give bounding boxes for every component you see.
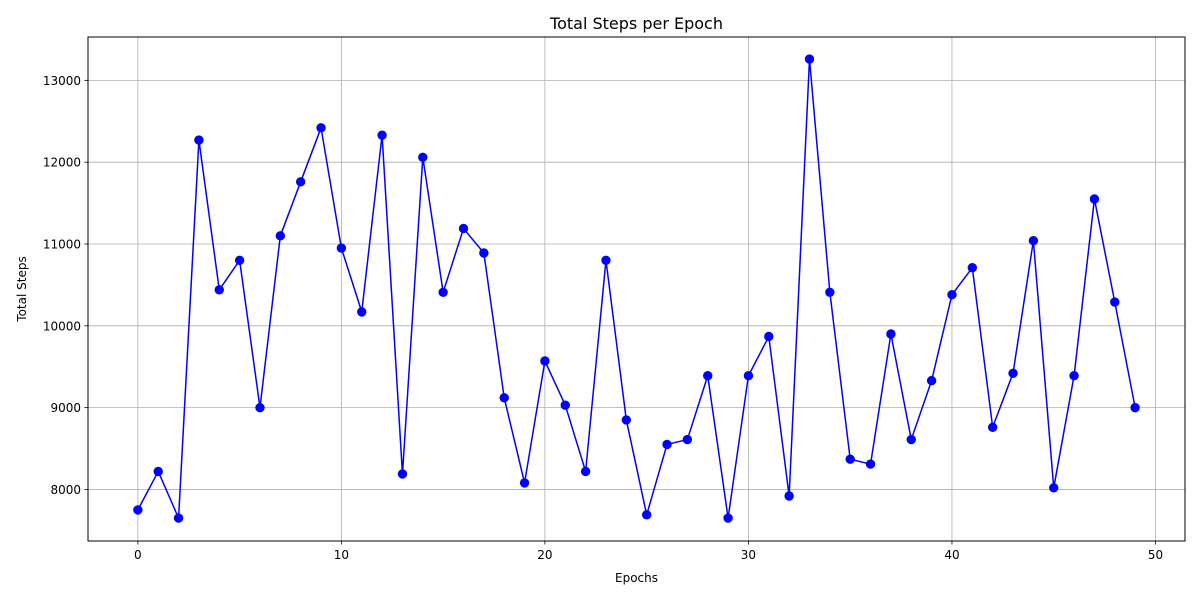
data-point	[438, 287, 448, 297]
data-point	[784, 491, 794, 501]
data-series	[133, 54, 1140, 523]
data-point	[723, 513, 733, 523]
data-point	[1110, 297, 1120, 307]
x-axis-label: Epochs	[615, 571, 658, 585]
data-point	[194, 135, 204, 145]
data-point	[601, 255, 611, 266]
x-tick-label: 30	[741, 548, 756, 562]
data-point	[641, 510, 652, 520]
chart-title: Total Steps per Epoch	[549, 14, 723, 33]
data-point	[947, 290, 957, 300]
data-point	[987, 422, 998, 432]
data-point	[153, 466, 163, 477]
data-point	[743, 371, 754, 381]
data-point	[662, 439, 672, 450]
data-point	[1049, 483, 1059, 493]
data-point	[255, 402, 265, 413]
data-point	[357, 307, 367, 317]
data-point	[825, 287, 835, 297]
data-point	[1028, 236, 1039, 246]
data-point	[703, 371, 713, 381]
data-point	[764, 331, 774, 342]
data-point	[682, 434, 693, 445]
data-point	[1008, 368, 1018, 378]
y-tick-label: 11000	[43, 238, 81, 252]
x-tick-label: 10	[334, 548, 349, 562]
data-point	[926, 375, 937, 386]
grid-lines	[88, 37, 1185, 541]
x-tick-label: 50	[1148, 548, 1163, 562]
data-point	[295, 177, 306, 187]
x-tick-label: 20	[537, 548, 552, 562]
data-point	[1069, 371, 1079, 381]
data-point	[886, 329, 896, 339]
y-tick-label: 12000	[43, 156, 81, 170]
data-point	[458, 223, 469, 234]
data-point	[906, 434, 916, 445]
data-point	[865, 459, 876, 469]
data-point	[397, 469, 408, 479]
y-tick-label: 13000	[43, 74, 81, 88]
y-tick-label: 9000	[50, 401, 81, 415]
y-tick-label: 8000	[50, 483, 81, 497]
data-point	[234, 255, 245, 266]
data-point	[580, 466, 591, 477]
data-point	[967, 263, 978, 273]
data-point	[1130, 402, 1140, 413]
data-point	[418, 152, 428, 162]
data-point	[133, 505, 143, 515]
data-point	[560, 400, 570, 410]
data-point	[845, 454, 855, 464]
x-tick-label: 40	[944, 548, 959, 562]
y-tick-label: 10000	[43, 319, 81, 333]
data-point	[499, 393, 509, 403]
data-point	[316, 123, 326, 133]
data-point	[804, 54, 815, 64]
data-point	[275, 231, 286, 241]
series-line	[137, 58, 1136, 519]
plot-area-frame	[87, 36, 1186, 542]
y-axis-label: Total Steps	[15, 256, 29, 322]
axis-ticks: 0 10 20 30 40 50 8000 9000 10000 11000 12000 13000	[43, 74, 1163, 562]
data-point	[519, 478, 530, 488]
data-point	[214, 285, 224, 295]
data-point	[1089, 194, 1100, 204]
data-point	[336, 243, 347, 253]
data-point	[621, 415, 632, 425]
data-point	[173, 513, 184, 523]
data-point	[377, 130, 387, 140]
x-tick-label: 0	[134, 548, 142, 562]
data-point	[479, 248, 489, 258]
data-point	[540, 356, 550, 366]
